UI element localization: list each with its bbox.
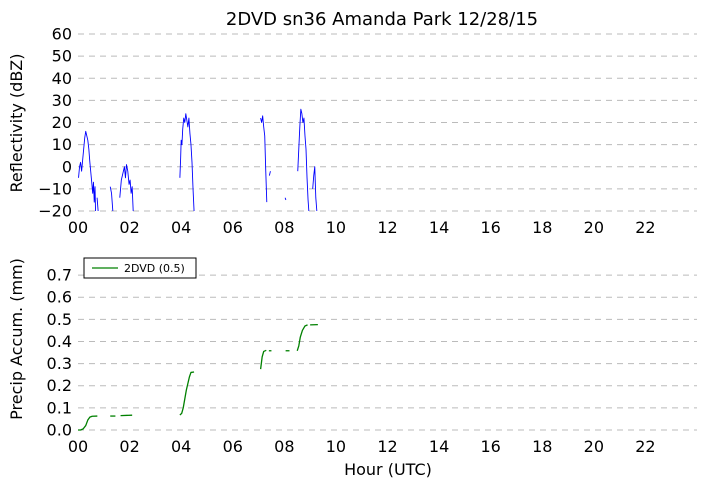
y-tick-label: 20 xyxy=(52,113,72,132)
x-tick-label: 16 xyxy=(480,218,500,237)
series-line-segment xyxy=(119,164,134,212)
x-tick-label: 20 xyxy=(584,437,604,456)
x-tick-label: 22 xyxy=(635,437,655,456)
x-tick-label: 12 xyxy=(377,437,397,456)
series-line-segment xyxy=(260,115,268,203)
x-tick-label: 00 xyxy=(68,437,88,456)
series-line-segment xyxy=(297,108,310,212)
series-line-segment xyxy=(96,197,99,212)
series-line-segment xyxy=(312,166,318,212)
x-tick-label: 04 xyxy=(171,218,191,237)
y-tick-label: 0.0 xyxy=(47,421,72,440)
legend: 2DVD (0.5) xyxy=(83,257,197,279)
y-axis-label: Reflectivity (dBZ) xyxy=(7,54,26,193)
y-tick-label: 30 xyxy=(52,91,72,110)
y-tick-label: 0 xyxy=(62,157,72,176)
y-tick-label: 0.3 xyxy=(47,354,72,373)
y-tick-label: 0.4 xyxy=(47,332,72,351)
series-line-segment xyxy=(259,349,267,370)
series-line-segment xyxy=(296,324,308,351)
y-tick-label: −20 xyxy=(38,202,72,221)
x-tick-label: 10 xyxy=(326,437,346,456)
series-line-segment xyxy=(268,171,271,176)
x-tick-label: 14 xyxy=(429,437,449,456)
y-tick-label: 0.6 xyxy=(47,288,72,307)
x-tick-label: 00 xyxy=(68,218,88,237)
x-tick-label: 14 xyxy=(429,218,449,237)
y-tick-label: 0.5 xyxy=(47,310,72,329)
y-tick-label: 50 xyxy=(52,47,72,66)
x-tick-label: 04 xyxy=(171,437,191,456)
series-line-segment xyxy=(284,197,287,201)
x-tick-label: 06 xyxy=(223,218,243,237)
y-tick-label: 0.2 xyxy=(47,376,72,395)
y-tick-label: 0.1 xyxy=(47,398,72,417)
y-tick-label: 60 xyxy=(52,25,72,44)
y-axis-label: Precip Accum. (mm) xyxy=(7,258,26,420)
x-tick-label: 08 xyxy=(274,218,294,237)
x-axis-label: Hour (UTC) xyxy=(344,460,432,479)
series-line-segment xyxy=(78,415,98,431)
series-line-segment xyxy=(78,130,96,212)
y-tick-label: 10 xyxy=(52,135,72,154)
x-tick-label: 20 xyxy=(584,218,604,237)
legend-box xyxy=(83,257,197,279)
x-tick-label: 06 xyxy=(223,437,243,456)
series-line-segment xyxy=(179,371,195,416)
x-tick-label: 16 xyxy=(480,437,500,456)
x-tick-label: 08 xyxy=(274,437,294,456)
x-tick-label: 10 xyxy=(326,218,346,237)
series-line-segment xyxy=(109,186,114,212)
y-tick-label: 40 xyxy=(52,69,72,88)
x-tick-label: 18 xyxy=(532,218,552,237)
x-tick-label: 22 xyxy=(635,218,655,237)
y-tick-label: −10 xyxy=(38,179,72,198)
x-tick-label: 18 xyxy=(532,437,552,456)
y-tick-label: 0.7 xyxy=(47,266,72,285)
x-tick-label: 02 xyxy=(119,437,139,456)
x-tick-label: 12 xyxy=(377,218,397,237)
series-line-segment xyxy=(179,113,195,212)
precip-plot: 0.0 0.1 0.2 0.3 0.4 0.5 0.6 0.7 00 02 04 06 08 10 12 14… xyxy=(47,266,697,456)
x-tick-label: 02 xyxy=(119,218,139,237)
legend-label: 2DVD (0.5) xyxy=(124,262,185,275)
chart-title: 2DVD sn36 Amanda Park 12/28/15 xyxy=(226,9,538,30)
reflectivity-plot: −20 −10 0 10 20 30 40 50 60 00 02 04 06 08 10 12 14 16 18 2… xyxy=(38,25,697,237)
